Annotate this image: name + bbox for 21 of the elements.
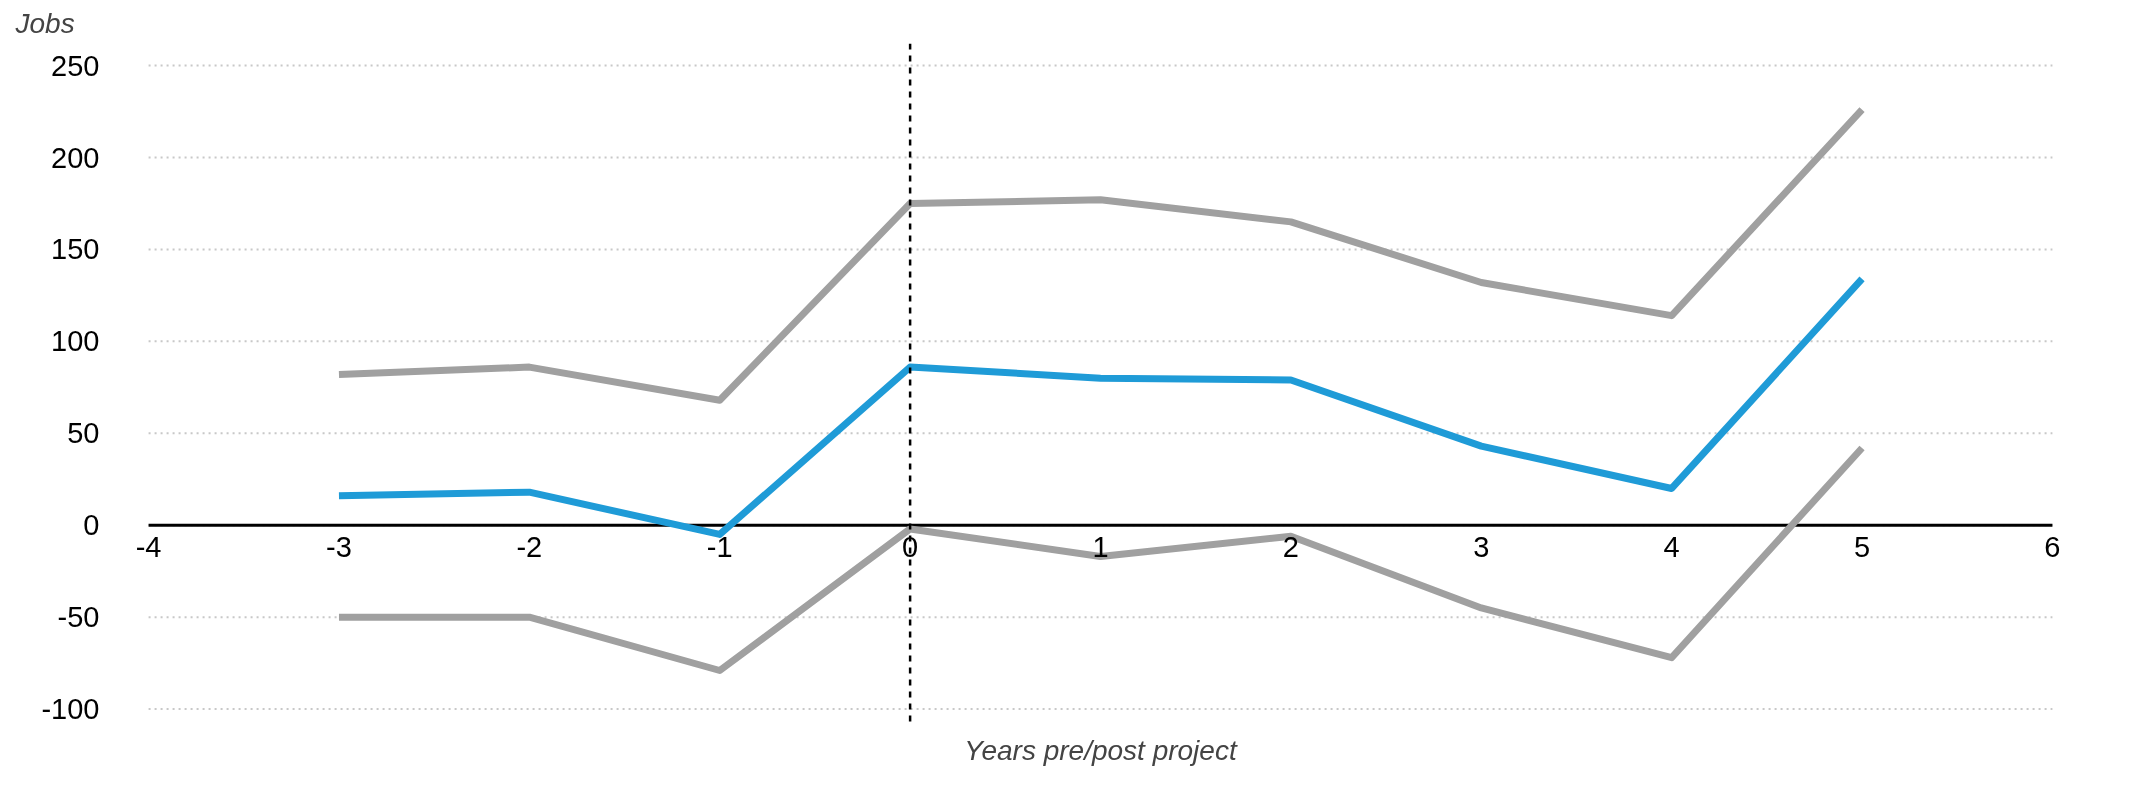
- y-tick-label: 50: [67, 417, 100, 450]
- y-tick-label: 0: [83, 509, 100, 542]
- x-tick-label: 5: [1853, 531, 1871, 564]
- x-tick-label: -1: [706, 531, 733, 564]
- x-tick-label: 1: [1092, 531, 1109, 564]
- y-tick-label: 250: [51, 49, 100, 82]
- x-tick-label: 4: [1663, 531, 1680, 564]
- y-tick-label: -50: [57, 601, 100, 634]
- y-tick-label: 200: [51, 141, 100, 174]
- x-axis-title: Years pre/post project: [964, 734, 1238, 766]
- x-tick-label: -3: [326, 531, 352, 564]
- x-tick-label: -2: [516, 531, 543, 564]
- x-tick-label: 6: [2044, 531, 2061, 564]
- y-axis-title: Jobs: [14, 7, 75, 39]
- y-tick-label: 100: [51, 325, 100, 358]
- x-tick-label: -4: [135, 531, 162, 564]
- x-tick-label: 2: [1282, 531, 1299, 564]
- y-tick-label: 150: [51, 233, 100, 266]
- x-tick-label: 0: [902, 531, 919, 564]
- y-tick-label: -100: [41, 693, 100, 726]
- x-tick-label: 3: [1473, 531, 1490, 564]
